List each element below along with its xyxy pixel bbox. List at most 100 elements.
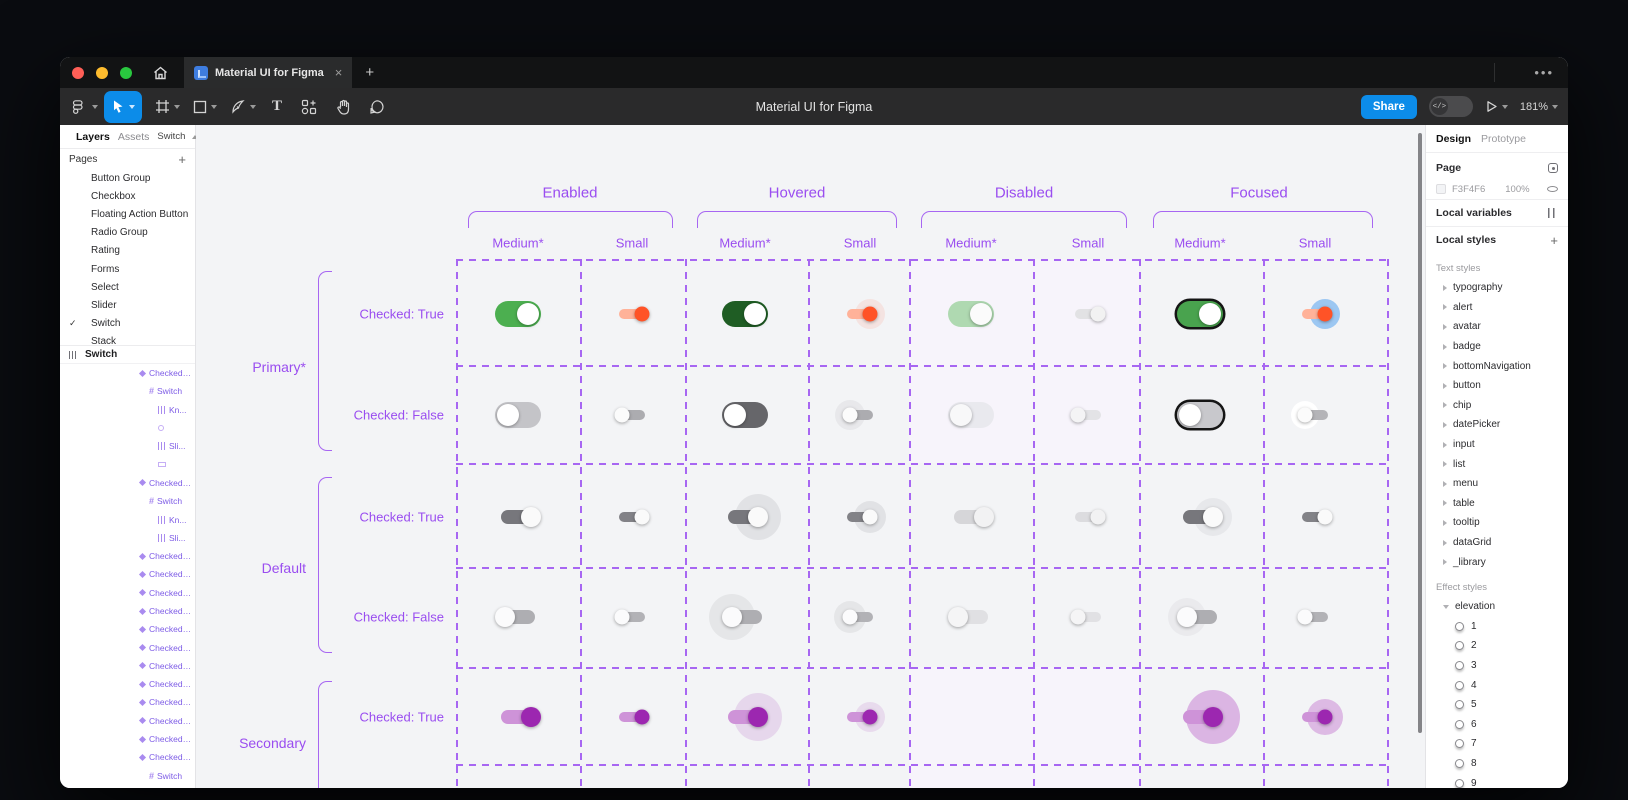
elevation-item[interactable]: 3: [1426, 656, 1568, 676]
switch-off[interactable]: [1168, 595, 1230, 639]
page-item[interactable]: Button Group: [91, 172, 151, 184]
layer-row[interactable]: Checked=F...: [60, 748, 195, 766]
traffic-maximize-button[interactable]: [120, 66, 132, 79]
elevation-item[interactable]: 6: [1426, 714, 1568, 734]
layer-row[interactable]: Checked=F...: [60, 693, 195, 711]
layer-row[interactable]: # Switch: [60, 382, 195, 400]
pen-tool[interactable]: [224, 90, 262, 124]
elevation-item[interactable]: 5: [1426, 695, 1568, 715]
layer-row[interactable]: Checked=T...: [60, 638, 195, 656]
switch-on[interactable]: [608, 296, 656, 332]
text-style-item[interactable]: avatar: [1426, 317, 1568, 337]
hand-tool[interactable]: [326, 90, 360, 124]
add-style-button[interactable]: +: [1550, 232, 1558, 248]
switch-on[interactable]: [1177, 301, 1223, 327]
switch-off[interactable]: [1064, 397, 1112, 433]
switch-on[interactable]: [1064, 499, 1112, 535]
switch-on[interactable]: [715, 494, 781, 540]
text-style-item[interactable]: input: [1426, 435, 1568, 455]
layer-row[interactable]: Checked=T...: [60, 620, 195, 638]
home-icon[interactable]: [146, 57, 174, 88]
layer-row[interactable]: # Switch: [60, 492, 195, 510]
switch-on[interactable]: [722, 301, 768, 327]
text-style-item[interactable]: datePicker: [1426, 415, 1568, 435]
page-item[interactable]: Radio Group: [91, 227, 148, 239]
layer-row[interactable]: [60, 419, 195, 437]
shape-tool[interactable]: [186, 90, 224, 124]
elevation-item[interactable]: 2: [1426, 636, 1568, 656]
text-style-item[interactable]: alert: [1426, 298, 1568, 318]
zoom-control[interactable]: 181%: [1520, 101, 1558, 113]
page-item[interactable]: Slider: [91, 299, 117, 311]
switch-on[interactable]: [836, 296, 885, 332]
switch-off[interactable]: [941, 595, 1001, 639]
switch-off[interactable]: [1177, 402, 1223, 428]
traffic-minimize-button[interactable]: [96, 66, 108, 79]
switch-on[interactable]: [836, 699, 885, 735]
main-menu-button[interactable]: [70, 90, 98, 124]
layer-row[interactable]: Checked=T...: [60, 602, 195, 620]
text-style-item[interactable]: chip: [1426, 396, 1568, 416]
switch-off[interactable]: [1064, 599, 1112, 635]
layer-row[interactable]: Sli...: [60, 529, 195, 547]
page-item[interactable]: Forms: [91, 263, 120, 275]
text-style-item[interactable]: _library: [1426, 552, 1568, 572]
page-item[interactable]: Select: [91, 281, 119, 293]
text-style-item[interactable]: table: [1426, 494, 1568, 514]
switch-on[interactable]: [715, 693, 782, 741]
layer-row[interactable]: Checked=T...: [60, 474, 195, 492]
page-item[interactable]: Floating Action Button: [91, 208, 189, 220]
switch-off[interactable]: [835, 397, 884, 433]
text-style-item[interactable]: button: [1426, 376, 1568, 396]
move-tool[interactable]: [104, 90, 142, 123]
layer-row[interactable]: Kn...: [60, 510, 195, 528]
switch-on[interactable]: [836, 499, 886, 535]
switch-off[interactable]: [608, 397, 656, 433]
root-layer-row[interactable]: Switch: [60, 346, 195, 364]
effect-group-row[interactable]: elevation: [1426, 597, 1568, 617]
page-item[interactable]: Switch ✓: [69, 318, 121, 330]
layer-row[interactable]: Checked=F...: [60, 675, 195, 693]
switch-on[interactable]: [495, 301, 541, 327]
layer-row[interactable]: Kn...: [60, 401, 195, 419]
assets-tab[interactable]: Assets: [117, 130, 150, 143]
layer-row[interactable]: Checked=F...: [60, 730, 195, 748]
design-canvas[interactable]: Enabled Hovered Disabled Focused Medium* Smal…: [196, 125, 1425, 788]
switch-on[interactable]: [1291, 499, 1339, 535]
page-opacity[interactable]: 100%: [1505, 183, 1530, 195]
page-item[interactable]: Rating: [91, 245, 120, 257]
tab-close-icon[interactable]: ×: [334, 65, 343, 80]
dev-mode-toggle[interactable]: </>: [1428, 96, 1473, 117]
layer-row[interactable]: Checked=F...: [60, 657, 195, 675]
page-item[interactable]: Stack: [91, 336, 117, 346]
layer-row[interactable]: # Switch: [60, 767, 195, 785]
text-style-item[interactable]: dataGrid: [1426, 533, 1568, 553]
switch-off[interactable]: [608, 599, 656, 635]
switch-on[interactable]: [1291, 296, 1340, 332]
frame-tool[interactable]: [148, 90, 186, 124]
text-style-item[interactable]: badge: [1426, 337, 1568, 357]
layer-row[interactable]: Checked=T...: [60, 565, 195, 583]
switch-off[interactable]: [722, 402, 768, 428]
design-tab[interactable]: Design: [1436, 132, 1472, 145]
switch-on[interactable]: [488, 695, 548, 739]
styles-icon[interactable]: [1548, 163, 1558, 173]
switch-off[interactable]: [488, 595, 548, 639]
switch-off[interactable]: [834, 599, 884, 635]
switch-on[interactable]: [1064, 296, 1112, 332]
layer-row[interactable]: Checked=T...: [60, 364, 195, 382]
canvas-scrollbar[interactable]: [1418, 133, 1422, 733]
switch-off[interactable]: [1291, 397, 1339, 433]
text-tool[interactable]: T: [271, 98, 282, 114]
elevation-item[interactable]: 7: [1426, 734, 1568, 754]
switch-on[interactable]: [941, 495, 1001, 539]
switch-on[interactable]: [1291, 699, 1343, 735]
traffic-close-button[interactable]: [72, 66, 84, 79]
share-button[interactable]: Share: [1360, 94, 1417, 119]
layer-row[interactable]: Checked=F...: [60, 712, 195, 730]
layer-row[interactable]: Sli...: [60, 437, 195, 455]
page-item[interactable]: Checkbox: [91, 190, 136, 202]
variables-icon[interactable]: [1548, 208, 1558, 218]
switch-off[interactable]: [1291, 599, 1339, 635]
page-switcher[interactable]: Switch: [157, 131, 199, 142]
